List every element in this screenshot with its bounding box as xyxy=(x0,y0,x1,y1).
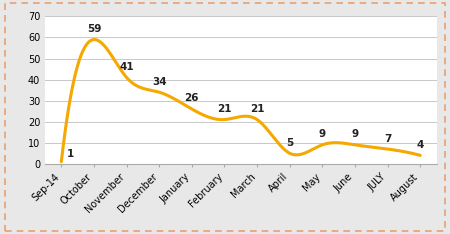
Text: 9: 9 xyxy=(351,129,359,139)
Text: 4: 4 xyxy=(417,140,424,150)
Text: 34: 34 xyxy=(152,77,166,87)
Text: 1: 1 xyxy=(67,149,74,159)
Text: 21: 21 xyxy=(250,104,264,114)
Text: 21: 21 xyxy=(217,104,232,114)
Text: 5: 5 xyxy=(286,138,293,148)
Text: 59: 59 xyxy=(87,24,101,34)
Text: 41: 41 xyxy=(119,62,134,72)
Text: 7: 7 xyxy=(384,134,391,143)
Text: 26: 26 xyxy=(184,94,199,103)
Text: 9: 9 xyxy=(319,129,326,139)
